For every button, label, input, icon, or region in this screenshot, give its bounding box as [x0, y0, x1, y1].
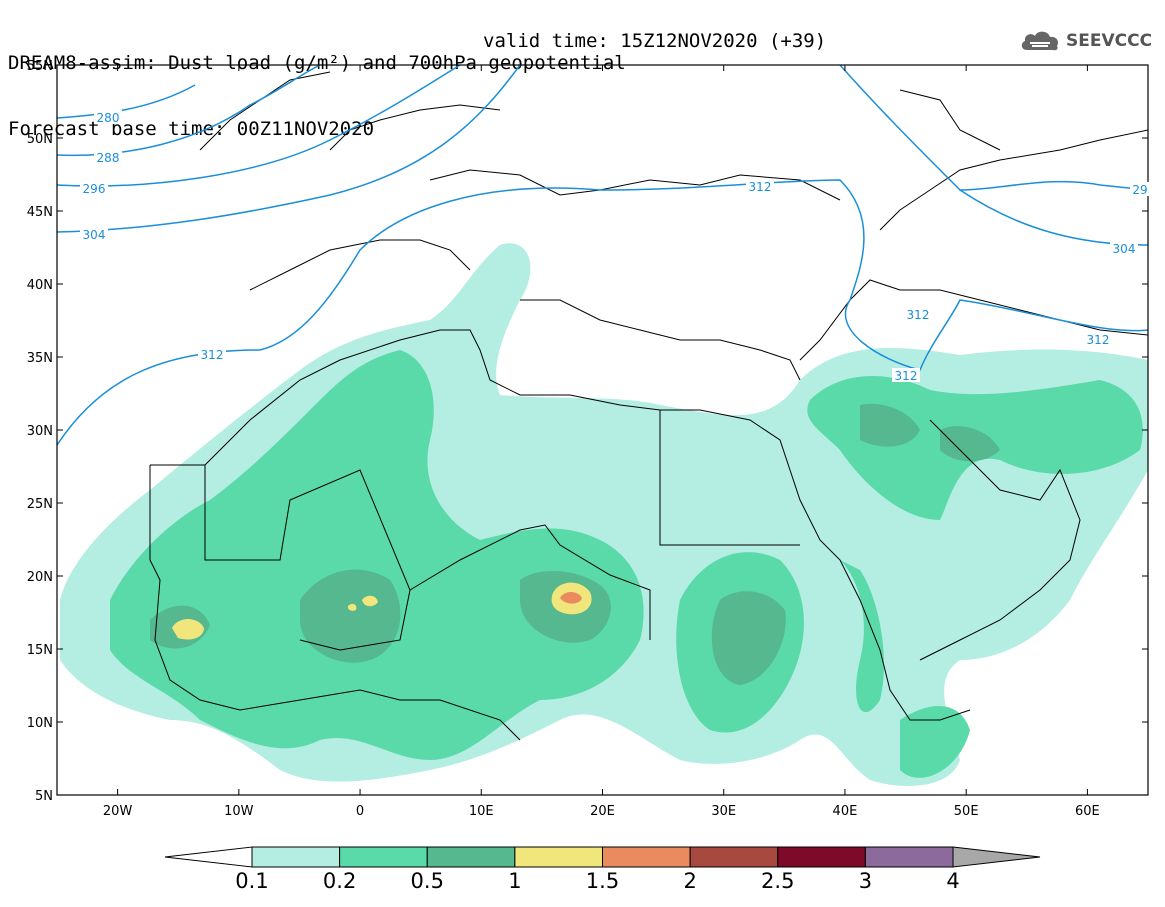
colorbar-swatch — [777, 846, 866, 868]
colorbar: 0.1 0.2 0.5 1 1.5 2 2.5 3 4 — [164, 846, 1041, 893]
colorbar-label: 0.5 — [411, 869, 444, 893]
colorbar-swatch — [602, 846, 691, 868]
contour-label: 29 — [1132, 183, 1147, 197]
contour-label: 312 — [749, 180, 772, 194]
contour-label-bg — [198, 347, 226, 361]
lat-label: 30N — [27, 424, 53, 439]
contour-304 — [57, 65, 1148, 246]
dust-level-1.5 — [560, 592, 582, 604]
contour-label-group: 280 288 296 304 312 312 312 312 312 304 29 — [80, 110, 1150, 383]
colorbar-swatch — [251, 846, 341, 868]
lon-label: 20W — [103, 804, 133, 819]
colorbar-label: 0.1 — [235, 869, 268, 893]
contour-label: 312 — [1087, 333, 1110, 347]
colorbar-label: 2.5 — [761, 869, 794, 893]
lon-label: 0 — [356, 804, 364, 819]
colorbar-swatch — [426, 846, 516, 868]
colorbar-swatch — [339, 846, 428, 868]
contour-label: 296 — [83, 182, 106, 196]
lat-label: 55N — [27, 59, 53, 74]
contour-label-bg — [80, 181, 108, 195]
lon-label: 30E — [711, 804, 736, 819]
lat-label: 40N — [27, 278, 53, 293]
dust-level-0.5 — [150, 403, 1000, 685]
contour-label: 312 — [895, 369, 918, 383]
contour-296 — [57, 65, 461, 187]
lat-label: 25N — [27, 497, 53, 512]
lat-label: 20N — [27, 570, 53, 585]
contour-label-bg — [746, 179, 774, 193]
contour-label-bg — [94, 150, 122, 164]
colorbar-label: 1 — [508, 869, 521, 893]
colorbar-label: 4 — [946, 869, 959, 893]
colorbar-label: 2 — [683, 869, 696, 893]
contour-label-bg — [904, 307, 932, 321]
colorbar-swatch — [689, 846, 779, 868]
valid-time: valid time: 15Z12NOV2020 (+39) — [483, 30, 827, 52]
colorbar-swatch — [864, 846, 954, 868]
contour-label-bg — [892, 368, 920, 382]
contour-label: 304 — [83, 228, 106, 242]
colorbar-label: 0.2 — [323, 869, 356, 893]
colorbar-label: 3 — [859, 869, 872, 893]
cloud-icon — [1021, 31, 1059, 51]
logo-text: SEEVCCC — [1066, 31, 1153, 51]
contour-label-bg — [80, 227, 108, 241]
contour-label: 304 — [1113, 242, 1136, 256]
contour-label-bg — [94, 110, 122, 124]
lat-label: 10N — [27, 716, 53, 731]
colorbar-swatch — [514, 846, 603, 868]
lon-label: 10E — [469, 804, 494, 819]
contour-label: 312 — [201, 348, 224, 362]
lon-label: 10W — [224, 804, 254, 819]
lat-label: 35N — [27, 351, 53, 366]
lon-label: 60E — [1075, 804, 1100, 819]
contour-label: 312 — [907, 308, 930, 322]
contour-label: 288 — [97, 151, 120, 165]
colorbar-min-tip — [164, 846, 253, 868]
map-title: DREAM8-assim: Dust load (g/m²) and 700hP… — [8, 8, 826, 184]
contour-label-bg — [1110, 241, 1138, 255]
contour-label-bg — [1130, 182, 1150, 196]
contour-label: 280 — [97, 111, 120, 125]
colorbar-max-tip — [952, 846, 1041, 868]
dust-fields — [57, 65, 1148, 786]
title-line-1: DREAM8-assim: Dust load (g/m²) and 700hP… — [8, 52, 626, 74]
lat-label: 50N — [27, 132, 53, 147]
lat-label: 15N — [27, 643, 53, 658]
lat-label: 5N — [35, 789, 53, 804]
lon-axis: 20W 10W 0 10E 20E 30E 40E 50E 60E — [103, 65, 1100, 819]
seevccc-logo: SEEVCCC — [1018, 28, 1152, 54]
lat-label: 45N — [27, 205, 53, 220]
colorbar-label: 1.5 — [586, 869, 619, 893]
contour-280 — [57, 84, 196, 119]
lon-label: 20E — [590, 804, 615, 819]
lat-axis: 55N 50N 45N 40N 35N 30N 25N 20N 15N 10N 5N — [27, 59, 1148, 804]
contour-label-bg — [1084, 332, 1112, 346]
lon-label: 40E — [833, 804, 858, 819]
lon-label: 50E — [954, 804, 979, 819]
dust-level-0.2 — [110, 350, 1143, 778]
